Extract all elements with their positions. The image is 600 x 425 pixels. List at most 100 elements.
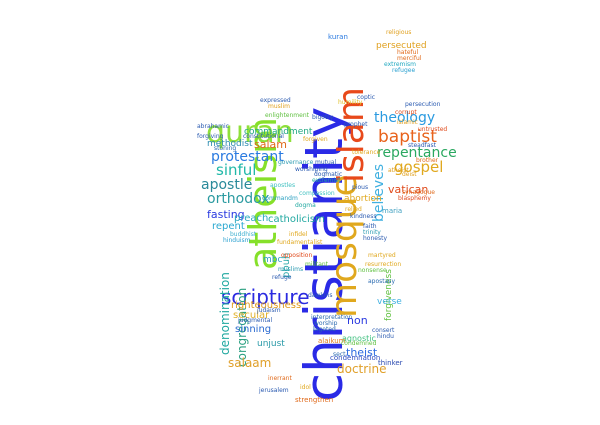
- word-bigotry: bigotry: [312, 114, 334, 121]
- word-refuge: refuge: [272, 274, 292, 281]
- word-maria: maria: [382, 207, 403, 215]
- word-strengthen: strengthen: [295, 396, 334, 404]
- word-dogmatic: dogmatic: [314, 171, 343, 178]
- word-expressed: expressed: [260, 97, 291, 104]
- word-secular: secular: [233, 310, 270, 321]
- word-dogma: dogma: [295, 202, 316, 209]
- word-kindness: kindness: [350, 213, 377, 220]
- word-non: non: [347, 314, 368, 327]
- word-atheist: atheist: [388, 167, 409, 174]
- word-relied: relied: [345, 206, 362, 213]
- word-unjust: unjust: [257, 339, 285, 349]
- word-humility: humility: [338, 99, 363, 106]
- word-kuran: kuran: [328, 33, 348, 41]
- word-baptist: baptist: [378, 127, 437, 147]
- word-vatican: vatican: [388, 183, 429, 196]
- word-deist: deist: [402, 171, 417, 178]
- word-refugee: refugee: [392, 67, 416, 74]
- word-compassion: compassion: [299, 190, 335, 197]
- word-stoning: stoning: [214, 145, 237, 152]
- word-idol: idol: [300, 384, 311, 391]
- word-corrupt: corrupt: [395, 109, 417, 116]
- word-salaam: salaam: [228, 356, 272, 370]
- word-alaikum: alaikum: [318, 337, 346, 345]
- word-denomination: denomination: [218, 272, 232, 355]
- word-repentance: repentance: [377, 145, 457, 161]
- word-honesty: honesty: [363, 235, 387, 242]
- word-extremist: extremist: [312, 177, 341, 184]
- word-sinning: sinning: [235, 324, 272, 335]
- word-trinity: trinity: [363, 229, 381, 236]
- word-fundamentalist: fundamentalist: [277, 239, 323, 246]
- word-constitutional: constitutional: [243, 133, 284, 140]
- word-islamic: islamic: [397, 119, 418, 126]
- word-verse: verse: [377, 297, 402, 307]
- word-infidel: infidel: [289, 231, 308, 238]
- word-governance: governance: [278, 159, 314, 166]
- word-catholicism: catholicism: [268, 214, 325, 225]
- word-forgiveness: forgiveness: [384, 269, 394, 321]
- word-buddhist: buddhist: [230, 231, 257, 238]
- word-enlightenment: enlightenment: [265, 112, 309, 119]
- word-methodist: methodist: [207, 139, 253, 149]
- word-preach: preach: [234, 213, 269, 224]
- word-tolerance: tolerance: [352, 149, 381, 156]
- word-dawkins: dawkins: [308, 292, 333, 299]
- word-interpretation: interpretation: [311, 314, 353, 321]
- word-prophet: prophet: [344, 121, 368, 128]
- word-synagogue: synagogue: [402, 189, 435, 196]
- word-sinful: sinful: [216, 161, 257, 179]
- word-merciful: merciful: [397, 55, 422, 62]
- word-inerrant: inerrant: [268, 375, 292, 382]
- word-gospel: gospel: [394, 158, 444, 176]
- word-doctrine: doctrine: [337, 362, 387, 376]
- word-righteousness: righteousness: [231, 300, 302, 311]
- word-muslim: muslim: [268, 103, 290, 110]
- word-condemned: condemned: [341, 340, 377, 347]
- word-mbc: mbc: [263, 255, 283, 265]
- word-untrusted: untrusted: [418, 126, 448, 133]
- word-steadfast: steadfast: [408, 142, 436, 149]
- word-extremism: extremism: [384, 61, 416, 68]
- word-sect: sect: [333, 351, 346, 358]
- word-faith: faith: [363, 223, 377, 230]
- word-blasphemy: blasphemy: [398, 195, 431, 202]
- word-opposition: opposition: [281, 252, 313, 259]
- word-theology: theology: [374, 110, 436, 126]
- word-judaism: judaism: [257, 307, 281, 314]
- word-nonsense: nonsense: [358, 267, 387, 274]
- word-thinker: thinker: [378, 359, 403, 367]
- word-worshiping: worshiping: [295, 166, 328, 173]
- word-orthodox: orthodox: [207, 191, 270, 207]
- word-worship: worship: [314, 320, 338, 327]
- word-hateful: hateful: [397, 49, 419, 56]
- word-theist: theist: [346, 346, 378, 359]
- word-hinduism: hinduism: [223, 237, 251, 244]
- word-abrahamic: abrahamic: [197, 123, 229, 130]
- word-condemnation: condemnation: [330, 354, 381, 362]
- word-persecuted: persecuted: [376, 41, 427, 51]
- word-apostle: apostle: [201, 177, 253, 193]
- word-forgiven: forgiven: [303, 136, 328, 143]
- word-coptic: coptic: [357, 94, 376, 101]
- word-martyred: martyred: [368, 252, 396, 259]
- word-militant: militant: [305, 261, 329, 268]
- word-commandment: commandment: [244, 127, 313, 137]
- word-quran: quran: [206, 115, 294, 150]
- word-pious: pious: [352, 184, 369, 191]
- word-brother: brother: [416, 157, 439, 164]
- word-scripture: scripture: [221, 285, 310, 309]
- word-fasting: fasting: [207, 208, 245, 221]
- word-consert: consert: [372, 327, 395, 334]
- word-muslims: muslims: [278, 266, 304, 273]
- word-bigoted: bigoted: [313, 326, 336, 333]
- word-mutual: mutual: [315, 159, 337, 166]
- word-jerusalem: jerusalem: [259, 387, 289, 394]
- word-apostasy: apostasy: [368, 278, 395, 285]
- word-judgmental: judgmental: [238, 317, 273, 324]
- word-repent: repent: [212, 221, 245, 232]
- word-protestant: protestant: [211, 149, 284, 165]
- word-abortion: abortion: [344, 194, 382, 204]
- word-hindu: hindu: [377, 333, 394, 340]
